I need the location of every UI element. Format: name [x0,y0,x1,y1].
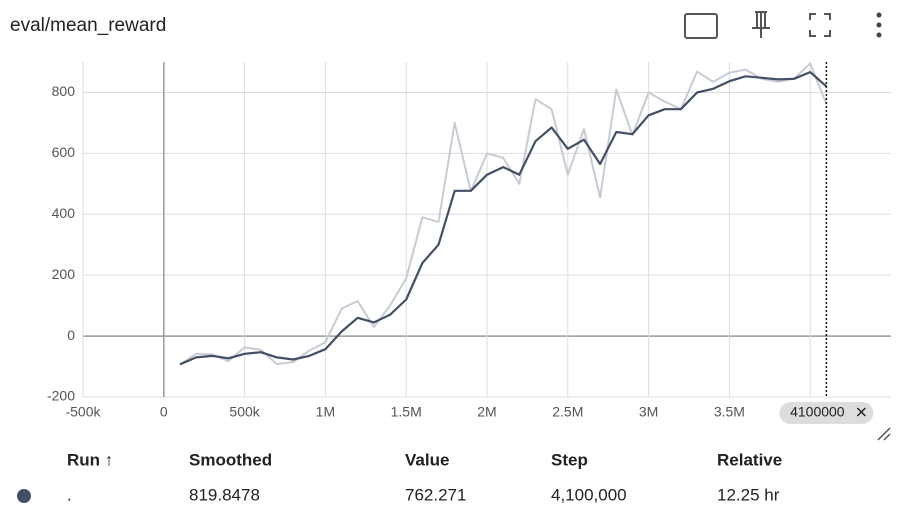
column-header: Smoothed [189,450,272,469]
x-tick-label: 3.5M [714,404,745,420]
x-tick-label: 3M [639,404,658,420]
table-cell: 762.271 [405,485,466,504]
menu-icon[interactable] [876,12,882,38]
table-cell: . [67,485,72,504]
column-header: Relative [717,450,782,469]
table-cell: 819.8478 [189,485,260,504]
series-line [179,71,828,366]
plot: -200 0 200 400 600 800 -500k 0 500k 1M 1.5M 2M 2.5M 3… [47,62,891,424]
lines [179,62,828,366]
hover-close-icon[interactable] [856,407,866,417]
x-tick-label: -500k [65,404,101,420]
x-tick-label: 2M [477,404,496,420]
y-tick-label: 0 [67,327,75,343]
column-header: Step [551,450,588,469]
run-color-dot [17,489,31,503]
chart-title: eval/mean_reward [10,15,166,36]
column-header: Run ↑ [67,450,113,469]
table: Run ↑ Smoothed Value Step Relative. 819.8478 7… [17,450,782,504]
column-header: Value [405,450,449,469]
table-cell: 12.25 hr [717,485,780,504]
y-tick-label: 600 [52,144,76,160]
hover-badge [779,402,874,424]
toolbar[interactable] [684,11,831,39]
x-tick-label: 500k [229,404,260,420]
x-tick-label: 2.5M [552,404,583,420]
y-tick-label: -200 [47,388,75,404]
fit-icon[interactable] [684,13,718,39]
x-tick-label: 0 [160,404,168,420]
fullscreen-icon[interactable] [809,13,831,37]
y-tick-label: 400 [52,205,76,221]
y-tick-label: 800 [52,83,76,99]
table-cell: 4,100,000 [551,485,627,504]
y-tick-label: 200 [52,266,76,282]
hover-step-label: 4100000 [790,404,845,420]
pin-icon[interactable] [752,11,770,38]
series-line [179,62,828,366]
x-tick-label: 1M [316,404,335,420]
resize-handle[interactable] [877,427,891,441]
x-tick-label: 1.5M [391,404,422,420]
